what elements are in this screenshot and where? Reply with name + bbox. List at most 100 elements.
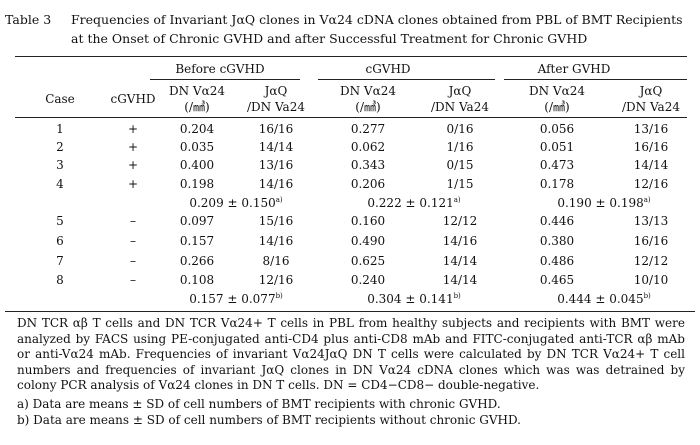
dn-va24-count: 0.465 [539,273,575,287]
summary-mean-sd: 0.304 ± 0.141b) [367,292,461,306]
group-rule-before [150,79,300,80]
jaq-frequency: 16/16 [633,140,669,154]
col-header-jaq-per-dn: /DN Va24 [431,100,489,114]
dn-va24-count: 0.343 [350,158,386,172]
dn-va24-count: 0.240 [350,273,386,287]
col-header-dn-va24: DN Vα24 [340,84,396,98]
dn-va24-count: 0.097 [179,214,215,228]
table-label: Table 3 [5,12,52,27]
col-header-dn-unit: (/㎣) [355,100,381,114]
case-number: 6 [56,234,64,248]
caption-line-1: Frequencies of Invariant JαQ clones in V… [71,12,683,27]
jaq-frequency: 16/16 [258,122,294,136]
dn-va24-count: 0.625 [350,254,386,268]
dn-va24-count: 0.051 [539,140,575,154]
jaq-frequency: 15/16 [258,214,294,228]
cgvhd-status: – [130,234,136,248]
table-note: DN TCR αβ T cells and DN TCR Vα24+ T cel… [17,316,685,392]
caption-line-2: at the Onset of Chronic GVHD and after S… [71,31,588,46]
dn-va24-count: 0.490 [350,234,386,248]
col-header-case: Case [45,92,75,106]
dn-va24-count: 0.400 [179,158,215,172]
jaq-frequency: 8/16 [262,254,290,268]
dn-va24-count: 0.160 [350,214,386,228]
group-before: Before cGVHD [175,62,265,76]
dn-va24-count: 0.277 [350,122,386,136]
col-header-dn-unit: (/㎣) [544,100,570,114]
dn-va24-count: 0.266 [179,254,215,268]
dn-va24-count: 0.108 [179,273,215,287]
summary-mean-sd: 0.222 ± 0.121a) [367,196,461,210]
group-rule-cgvhd [318,79,495,80]
group-after: After GVHD [537,62,611,76]
col-header-jaq: JαQ [264,84,288,98]
cgvhd-status: – [130,254,136,268]
dn-va24-count: 0.198 [179,177,215,191]
col-header-jaq-per-dn: /DN Va24 [622,100,680,114]
col-header-dn-unit: (/㎣) [184,100,210,114]
cgvhd-status: + [127,158,139,172]
jaq-frequency: 16/16 [633,234,669,248]
group-cgvhd: cGVHD [365,62,411,76]
dn-va24-count: 0.486 [539,254,575,268]
dn-va24-count: 0.446 [539,214,575,228]
jaq-frequency: 10/10 [633,273,669,287]
dn-va24-count: 0.157 [179,234,215,248]
cgvhd-status: + [127,122,139,136]
dn-va24-count: 0.178 [539,177,575,191]
jaq-frequency: 14/16 [258,177,294,191]
cgvhd-status: – [130,273,136,287]
case-number: 7 [56,254,64,268]
jaq-frequency: 14/16 [258,234,294,248]
jaq-frequency: 13/16 [258,158,294,172]
case-number: 5 [56,214,64,228]
col-header-dn-va24: DN Vα24 [169,84,225,98]
dn-va24-count: 0.062 [350,140,386,154]
summary-mean-sd: 0.444 ± 0.045b) [557,292,651,306]
jaq-frequency: 13/16 [633,122,669,136]
header-rule [15,117,687,118]
jaq-frequency: 0/15 [446,158,474,172]
col-header-cgvhd: cGVHD [110,92,156,106]
summary-mean-sd: 0.209 ± 0.150a) [189,196,283,210]
jaq-frequency: 14/14 [442,273,478,287]
group-rule-after [504,79,687,80]
case-number: 2 [56,140,64,154]
jaq-frequency: 14/14 [442,254,478,268]
dn-va24-count: 0.056 [539,122,575,136]
jaq-frequency: 14/16 [442,234,478,248]
summary-mean-sd: 0.190 ± 0.198a) [557,196,651,210]
jaq-frequency: 13/13 [633,214,669,228]
jaq-frequency: 0/16 [446,122,474,136]
col-header-jaq-per-dn: /DN Va24 [247,100,305,114]
top-rule [15,56,687,57]
cgvhd-status: + [127,140,139,154]
jaq-frequency: 14/14 [258,140,294,154]
footnote-b: b) Data are means ± SD of cell numbers o… [17,413,521,427]
case-number: 3 [56,158,64,172]
dn-va24-count: 0.473 [539,158,575,172]
jaq-frequency: 1/16 [446,140,474,154]
dn-va24-count: 0.380 [539,234,575,248]
dn-va24-count: 0.204 [179,122,215,136]
footnote-a: a) Data are means ± SD of cell numbers o… [17,397,501,411]
bottom-rule [5,311,695,312]
jaq-frequency: 1/15 [446,177,474,191]
case-number: 4 [56,177,64,191]
col-header-jaq: JαQ [448,84,472,98]
jaq-frequency: 12/16 [633,177,669,191]
col-header-jaq: JαQ [639,84,663,98]
jaq-frequency: 12/12 [633,254,669,268]
jaq-frequency: 12/12 [442,214,478,228]
cgvhd-status: + [127,177,139,191]
dn-va24-count: 0.035 [179,140,215,154]
case-number: 8 [56,273,64,287]
dn-va24-count: 0.206 [350,177,386,191]
case-number: 1 [56,122,64,136]
summary-mean-sd: 0.157 ± 0.077b) [189,292,283,306]
jaq-frequency: 14/14 [633,158,669,172]
jaq-frequency: 12/16 [258,273,294,287]
cgvhd-status: – [130,214,136,228]
col-header-dn-va24: DN Vα24 [529,84,585,98]
